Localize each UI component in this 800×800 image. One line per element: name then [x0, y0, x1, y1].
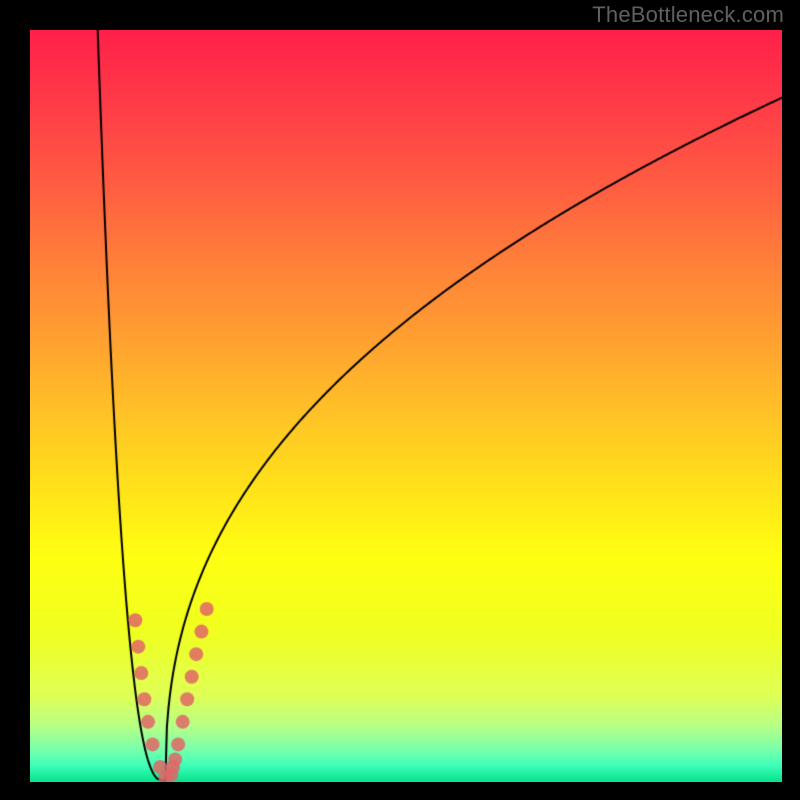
watermark-text: TheBottleneck.com: [592, 2, 784, 28]
plot-frame: [30, 30, 782, 782]
plot-canvas: [30, 30, 782, 782]
